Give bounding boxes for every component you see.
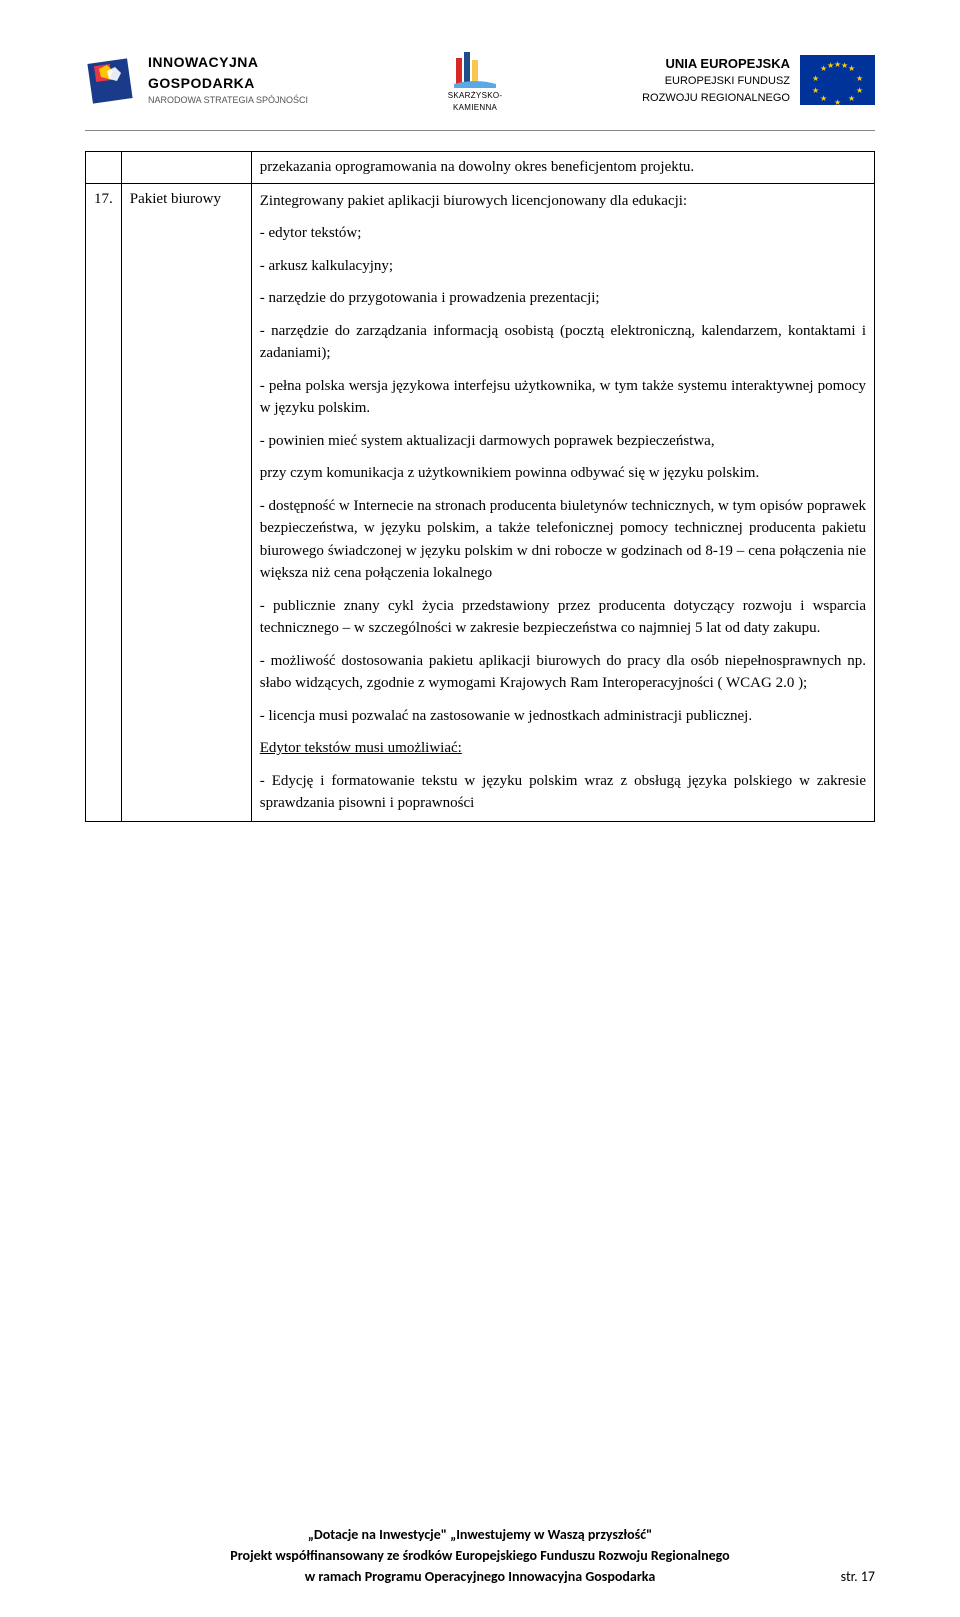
row1-num-cell <box>86 152 122 184</box>
footer-line2: Projekt współfinansowany ze środków Euro… <box>85 1545 875 1566</box>
p8: przy czym komunikacja z użytkownikiem po… <box>260 462 866 485</box>
row2-num-cell: 17. <box>86 183 122 821</box>
row1-text: przekazania oprogramowania na dowolny ok… <box>260 156 866 179</box>
eu-line1: UNIA EUROPEJSKA <box>666 54 790 74</box>
p7: - powinien mieć system aktualizacji darm… <box>260 430 866 453</box>
sk-logo-icon <box>450 48 500 88</box>
eu-line3: ROZWOJU REGIONALNEGO <box>642 90 790 107</box>
header-divider <box>85 130 875 131</box>
ig-tag: NARODOWA STRATEGIA SPÓJNOŚCI <box>148 94 308 108</box>
row1-label-cell <box>121 152 251 184</box>
p14: - Edycję i formatowanie tekstu w języku … <box>260 770 866 815</box>
p6: - pełna polska wersja językowa interfejs… <box>260 375 866 420</box>
footer-line3: w ramach Programu Operacyjnego Innowacyj… <box>85 1566 875 1587</box>
p11: - możliwość dostosowania pakietu aplikac… <box>260 650 866 695</box>
logo-innowacyjna-gospodarka: INNOWACYJNA GOSPODARKA NARODOWA STRATEGI… <box>85 52 308 108</box>
ig-logo-icon <box>85 53 140 108</box>
content-table: przekazania oprogramowania na dowolny ok… <box>85 151 875 822</box>
row2-label-cell: Pakiet biurowy <box>121 183 251 821</box>
footer-line1: „Dotacje na Inwestycje" „Inwestujemy w W… <box>85 1524 875 1545</box>
table-row: przekazania oprogramowania na dowolny ok… <box>86 152 875 184</box>
logo-skarzysko: SKARŻYSKO-KAMIENNA <box>440 48 510 113</box>
ig-sub: GOSPODARKA <box>148 73 308 94</box>
table-row: 17. Pakiet biurowy Zintegrowany pakiet a… <box>86 183 875 821</box>
logo-eu: UNIA EUROPEJSKA EUROPEJSKI FUNDUSZ ROZWO… <box>642 54 875 107</box>
header-logos: INNOWACYJNA GOSPODARKA NARODOWA STRATEGI… <box>85 40 875 120</box>
p10: - publicznie znany cykl życia przedstawi… <box>260 595 866 640</box>
p3: - arkusz kalkulacyjny; <box>260 255 866 278</box>
eu-line2: EUROPEJSKI FUNDUSZ <box>665 73 790 90</box>
eu-flag-icon: ★ ★ ★ ★ ★ ★ ★ ★ ★ ★ ★ ★ <box>800 55 875 105</box>
sk-label: SKARŻYSKO-KAMIENNA <box>440 90 510 114</box>
ig-title: INNOWACYJNA <box>148 52 308 73</box>
footer: „Dotacje na Inwestycje" „Inwestujemy w W… <box>85 1524 875 1587</box>
page-number: str. 17 <box>841 1566 875 1587</box>
p9: - dostępność w Internecie na stronach pr… <box>260 495 866 585</box>
p13: Edytor tekstów musi umożliwiać: <box>260 737 866 760</box>
p5: - narzędzie do zarządzania informacją os… <box>260 320 866 365</box>
row1-content-cell: przekazania oprogramowania na dowolny ok… <box>251 152 874 184</box>
row2-content-cell: Zintegrowany pakiet aplikacji biurowych … <box>251 183 874 821</box>
p12: - licencja musi pozwalać na zastosowanie… <box>260 705 866 728</box>
p2: - edytor tekstów; <box>260 222 866 245</box>
p1: Zintegrowany pakiet aplikacji biurowych … <box>260 190 866 213</box>
p4: - narzędzie do przygotowania i prowadzen… <box>260 287 866 310</box>
